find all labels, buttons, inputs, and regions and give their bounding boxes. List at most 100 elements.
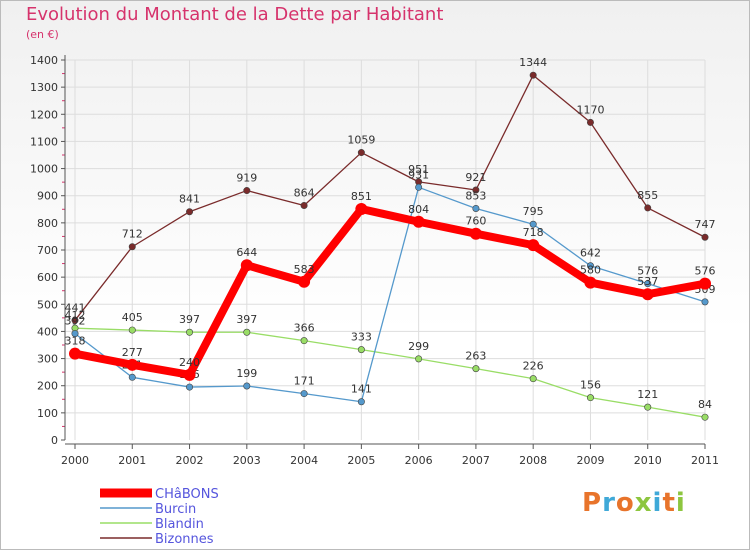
legend-label: Burcin — [155, 502, 196, 517]
point-bizonnes — [128, 243, 136, 251]
point-blandin — [701, 413, 709, 421]
point-blandin — [186, 328, 194, 336]
data-label-blandin: 333 — [351, 331, 372, 344]
proxiti-logo: Proxiti — [582, 488, 686, 518]
point-bizonnes — [300, 201, 308, 209]
point-burcin — [472, 204, 480, 212]
point-burcin — [186, 383, 194, 391]
data-label-bizonnes: 921 — [465, 171, 486, 184]
y-tick-label: 600 — [37, 271, 58, 284]
y-tick-label: 1400 — [30, 54, 58, 67]
x-tick-label: 2007 — [462, 454, 490, 467]
point-ch-bons — [641, 288, 654, 301]
y-tick-label: 100 — [37, 407, 58, 420]
chart-subtitle: (en €) — [26, 28, 59, 41]
point-blandin — [300, 337, 308, 345]
data-label-bizonnes: 951 — [408, 163, 429, 176]
data-label-bizonnes: 864 — [294, 186, 315, 199]
data-label-burcin: 171 — [294, 375, 315, 388]
series-line-blandin — [74, 327, 706, 418]
x-tick-label: 2003 — [233, 454, 261, 467]
data-label-bizonnes: 855 — [637, 189, 658, 202]
data-label-ch-bons: 240 — [179, 356, 200, 369]
data-label-burcin: 642 — [580, 247, 601, 260]
x-tick-label: 2008 — [519, 454, 547, 467]
point-blandin — [415, 355, 423, 363]
legend-label: Bizonnes — [155, 532, 214, 547]
point-bizonnes — [71, 316, 79, 324]
y-tick-label: 400 — [37, 325, 58, 338]
data-label-blandin: 366 — [294, 322, 315, 335]
point-ch-bons — [584, 276, 597, 289]
point-burcin — [415, 183, 423, 191]
chart-title: Evolution du Montant de la Dette par Hab… — [26, 4, 444, 25]
point-burcin — [586, 262, 594, 270]
data-label-blandin: 299 — [408, 340, 429, 353]
data-label-blandin: 84 — [698, 398, 712, 411]
point-burcin — [71, 330, 79, 338]
data-label-burcin: 199 — [236, 367, 257, 380]
point-burcin — [529, 220, 537, 228]
x-tick-label: 2009 — [576, 454, 604, 467]
data-label-blandin: 263 — [465, 350, 486, 363]
point-bizonnes — [529, 71, 537, 79]
data-label-bizonnes: 712 — [122, 228, 143, 241]
point-ch-bons — [240, 259, 253, 272]
point-blandin — [128, 326, 136, 334]
data-label-ch-bons: 760 — [465, 215, 486, 228]
point-blandin — [472, 365, 480, 373]
point-ch-bons — [69, 347, 81, 360]
data-label-ch-bons: 537 — [637, 275, 658, 288]
point-blandin — [586, 394, 594, 402]
point-bizonnes — [701, 233, 709, 241]
point-burcin — [128, 373, 136, 381]
data-label-ch-bons: 804 — [408, 203, 429, 216]
y-tick-label: 900 — [37, 190, 58, 203]
data-label-ch-bons: 583 — [294, 263, 315, 276]
data-label-ch-bons: 277 — [122, 346, 143, 359]
data-label-burcin: 141 — [351, 383, 372, 396]
x-tick-label: 2000 — [61, 454, 89, 467]
x-tick-label: 2006 — [405, 454, 433, 467]
data-label-ch-bons: 318 — [65, 335, 86, 348]
point-bizonnes — [243, 187, 251, 195]
x-tick-label: 2004 — [290, 454, 318, 467]
data-label-bizonnes: 1059 — [347, 134, 375, 147]
x-tick-label: 2005 — [347, 454, 375, 467]
data-label-ch-bons: 576 — [695, 265, 716, 278]
x-tick-label: 2011 — [691, 454, 719, 467]
x-tick-label: 2002 — [176, 454, 204, 467]
y-tick-label: 1300 — [30, 81, 58, 94]
y-tick-label: 1000 — [30, 163, 58, 176]
data-label-burcin: 853 — [465, 189, 486, 202]
point-burcin — [243, 382, 251, 390]
point-ch-bons — [527, 239, 540, 252]
x-tick-label: 2010 — [634, 454, 662, 467]
y-tick-label: 300 — [37, 353, 58, 366]
data-label-ch-bons: 718 — [523, 226, 544, 239]
y-tick-label: 700 — [37, 244, 58, 257]
point-bizonnes — [357, 149, 365, 157]
series-line-burcin — [74, 186, 706, 403]
data-label-bizonnes: 747 — [695, 218, 716, 231]
data-label-burcin: 795 — [523, 205, 544, 218]
data-label-bizonnes: 919 — [236, 172, 257, 185]
y-tick-label: 200 — [37, 380, 58, 393]
legend-label: Blandin — [155, 517, 204, 532]
point-ch-bons — [412, 215, 425, 228]
series-line-ch-bons — [74, 205, 706, 379]
data-label-blandin: 397 — [179, 313, 200, 326]
point-ch-bons — [183, 368, 196, 381]
data-label-blandin: 397 — [236, 313, 257, 326]
y-tick-label: 500 — [37, 298, 58, 311]
point-burcin — [644, 280, 652, 288]
x-tick-label: 2001 — [118, 454, 146, 467]
point-bizonnes — [472, 186, 480, 194]
data-label-ch-bons: 851 — [351, 190, 372, 203]
point-blandin — [644, 403, 652, 411]
data-label-blandin: 405 — [122, 311, 143, 324]
data-label-bizonnes: 841 — [179, 193, 200, 206]
point-ch-bons — [126, 358, 139, 371]
point-bizonnes — [644, 204, 652, 212]
point-blandin — [529, 375, 537, 383]
